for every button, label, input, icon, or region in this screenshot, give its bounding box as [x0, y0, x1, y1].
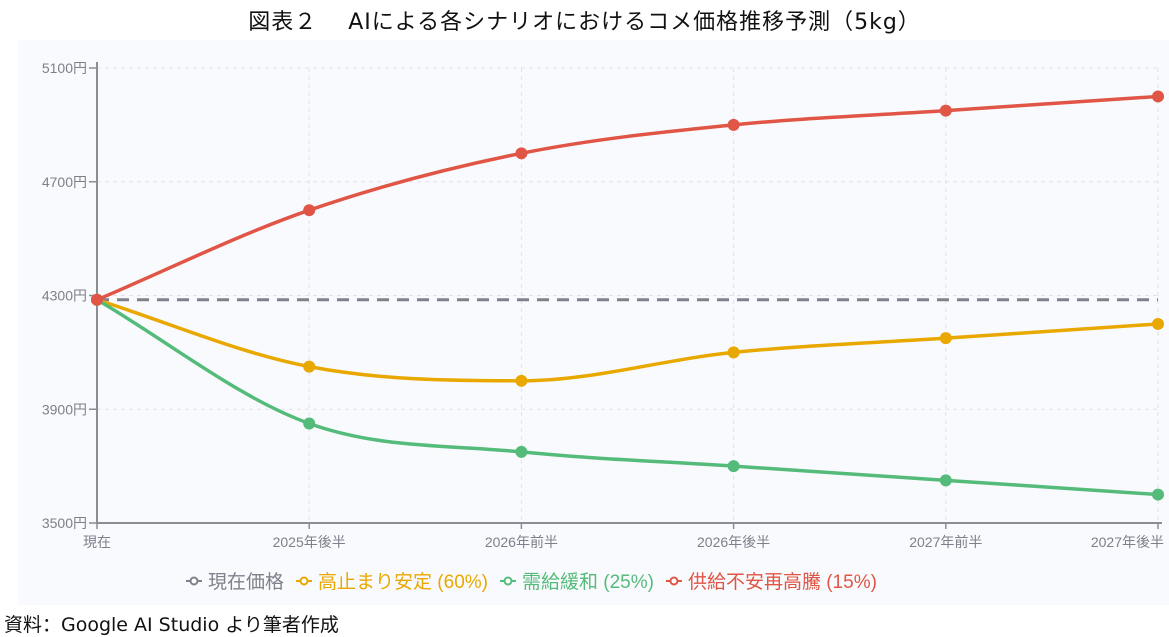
- series-3-point: [515, 147, 528, 160]
- series-3-point: [727, 118, 740, 131]
- series-2-point: [1152, 488, 1164, 501]
- series-1-line: [96, 298, 1159, 383]
- chart-title: 図表２ AIによる各シナリオにおけるコメ価格推移予測（5kg）: [248, 10, 921, 35]
- series-2-point: [515, 445, 528, 458]
- series-2-point: [727, 460, 740, 473]
- chart-panel: [18, 40, 1169, 605]
- legend-item: 需給緩和 (25%): [522, 571, 654, 593]
- y-tick-label: 3500円: [42, 515, 87, 531]
- x-tick-label: 2026年後半: [697, 534, 770, 550]
- y-tick-label: 3900円: [42, 401, 87, 417]
- series-1-point: [1152, 317, 1164, 330]
- legend-item: 高止まり安定 (60%): [318, 571, 488, 593]
- series-3-line: [96, 94, 1159, 302]
- series-2-line: [96, 298, 1159, 497]
- legend-marker-icon: [189, 576, 199, 586]
- legend-marker-icon: [299, 576, 309, 586]
- series-2-point: [939, 474, 952, 487]
- y-tick-label: 4700円: [42, 174, 87, 190]
- legend-item: 供給不安再高騰 (15%): [688, 571, 877, 593]
- x-tick-label: 現在: [83, 534, 111, 550]
- series-1-point: [727, 346, 740, 359]
- series-3-point: [939, 104, 952, 117]
- x-tick-label: 2026年前半: [485, 534, 558, 550]
- x-tick-label: 2025年後半: [273, 534, 346, 550]
- series-1-point: [939, 332, 952, 345]
- series-2-point: [303, 417, 316, 430]
- source-note: 資料：Google AI Studio より筆者作成: [4, 614, 339, 636]
- series-3-point: [1152, 90, 1164, 103]
- legend-item: 現在価格: [208, 571, 284, 593]
- legend-marker-icon: [503, 576, 513, 586]
- x-tick-label: 2027年後半: [1091, 534, 1164, 550]
- x-tick-label: 2027年前半: [909, 534, 982, 550]
- series-1-point: [515, 374, 528, 387]
- series-3-point: [91, 293, 103, 306]
- series-1-point: [303, 360, 316, 373]
- y-tick-label: 5100円: [42, 60, 87, 76]
- series-3-point: [303, 204, 316, 217]
- y-tick-label: 4300円: [42, 288, 87, 304]
- legend-marker-icon: [669, 576, 679, 586]
